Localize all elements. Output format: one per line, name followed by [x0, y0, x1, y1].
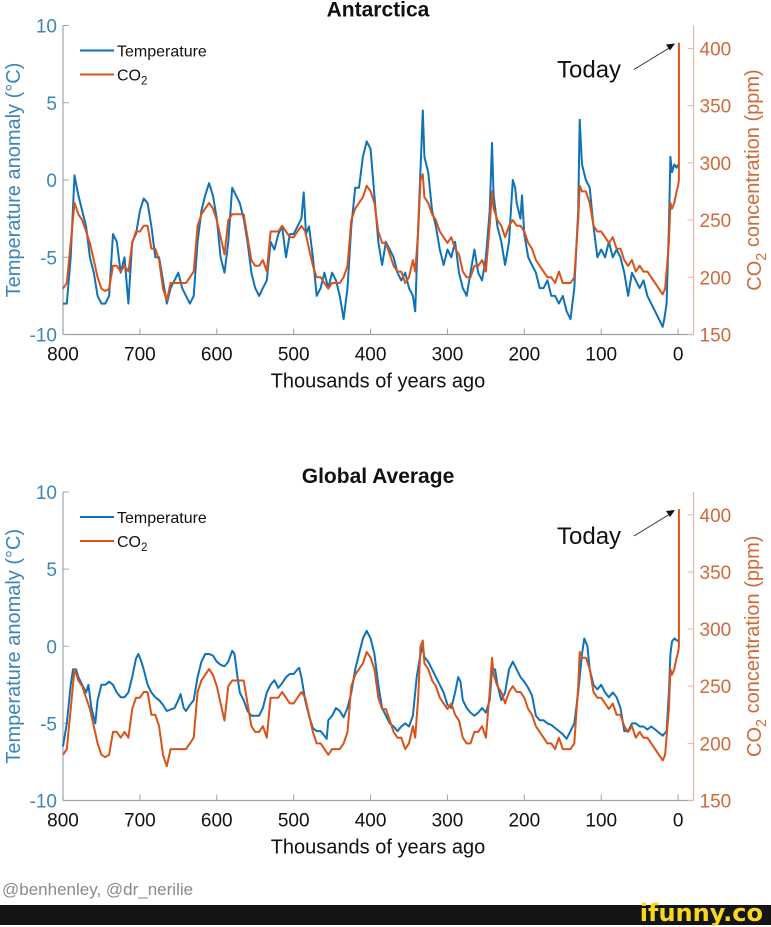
x-tick-label: 300	[432, 345, 464, 366]
x-axis-label: Thousands of years ago	[271, 837, 486, 859]
subscript: 2	[754, 719, 770, 727]
y-right-tick-label: 150	[700, 326, 732, 347]
x-tick-label: 800	[47, 345, 79, 366]
chart-title: Global Average	[302, 465, 455, 488]
y-right-tick-label: 250	[700, 677, 732, 698]
y-right-tick-label: 350	[700, 563, 732, 584]
ifunny-logo: ifunny.co	[639, 899, 763, 927]
temperature-line	[63, 109, 680, 328]
legend-label: Temperature	[117, 510, 207, 527]
subscript: 2	[141, 542, 147, 554]
today-annotation: Today	[557, 523, 621, 550]
y-right-tick-label: 150	[700, 792, 732, 813]
y-tick-label: 0	[46, 637, 57, 658]
x-tick-label: 500	[278, 811, 310, 832]
legend-label: CO2	[117, 68, 147, 88]
legend-label: Temperature	[117, 44, 207, 61]
legend-label: CO2	[117, 534, 147, 554]
chart-title: Antarctica	[327, 0, 430, 22]
y-tick-label: 5	[46, 560, 57, 581]
author-credit: @benhenley, @dr_nerilie	[2, 880, 194, 899]
y-tick-label: -10	[30, 792, 57, 813]
x-tick-label: 800	[47, 811, 79, 832]
y-right-axis-label: CO2 concentration (ppm)	[742, 536, 770, 757]
y-right-tick-label: 200	[700, 268, 732, 289]
today-annotation: Today	[557, 57, 621, 84]
text-part: CO	[117, 534, 141, 551]
x-axis-label: Thousands of years ago	[271, 371, 486, 393]
arrow-head	[666, 510, 675, 517]
x-tick-label: 100	[585, 345, 617, 366]
y-tick-label: 10	[36, 483, 57, 504]
y-right-tick-label: 250	[700, 211, 732, 232]
x-tick-label: 600	[201, 811, 233, 832]
y-axis-label: Temperature anomaly (°C)	[3, 63, 25, 298]
co2-line	[62, 509, 680, 768]
y-right-tick-label: 400	[700, 39, 732, 60]
annotation-arrow	[633, 513, 671, 537]
y-axis-label: Temperature anomaly (°C)	[3, 529, 25, 764]
annotation-arrow	[633, 47, 671, 70]
y-right-tick-label: 400	[700, 506, 732, 527]
text-part: CO	[744, 727, 766, 757]
chart-2: 800 700 600 500 400 300 200 100 0 -10 -5 0 5 10 150 200…	[3, 465, 770, 859]
y-right-tick-label: 300	[700, 620, 732, 641]
x-tick-label: 200	[508, 811, 540, 832]
y-tick-label: 10	[36, 17, 57, 38]
y-right-tick-label: 300	[700, 154, 732, 175]
y-tick-label: 0	[46, 171, 57, 192]
text-part: CO	[744, 261, 766, 291]
x-tick-label: 600	[201, 345, 233, 366]
x-tick-label: 0	[673, 811, 684, 832]
x-tick-label: 400	[355, 811, 387, 832]
x-tick-label: 500	[278, 345, 310, 366]
y-tick-label: -10	[30, 326, 57, 347]
x-tick-label: 200	[508, 345, 540, 366]
y-tick-label: 5	[46, 94, 57, 115]
y-right-tick-label: 350	[700, 97, 732, 118]
x-tick-label: 700	[124, 811, 156, 832]
x-tick-label: 300	[432, 811, 464, 832]
x-tick-label: 100	[585, 811, 617, 832]
text-part: CO	[117, 68, 141, 85]
y-tick-label: -5	[40, 714, 57, 735]
watermark-bar: ifunny.co	[0, 899, 771, 927]
arrow-head	[666, 43, 675, 51]
text-part: concentration (ppm)	[742, 69, 764, 252]
legend: Temperature CO2	[80, 510, 207, 554]
subscript: 2	[754, 253, 770, 261]
co2-line	[62, 42, 680, 302]
text-part: concentration (ppm)	[742, 536, 764, 719]
x-tick-label: 700	[124, 345, 156, 366]
y-right-axis-label: CO2 concentration (ppm)	[742, 69, 770, 290]
chart-1: 800 700 600 500 400 300 200 100 0 -10 -5 0 5 10 150 200…	[3, 0, 770, 393]
x-tick-label: 0	[673, 345, 684, 366]
temperature-line	[62, 629, 679, 747]
x-tick-label: 400	[355, 345, 387, 366]
legend: Temperature CO2	[80, 44, 207, 88]
y-right-tick-label: 200	[700, 734, 732, 755]
y-tick-label: -5	[40, 248, 57, 269]
subscript: 2	[141, 76, 147, 88]
